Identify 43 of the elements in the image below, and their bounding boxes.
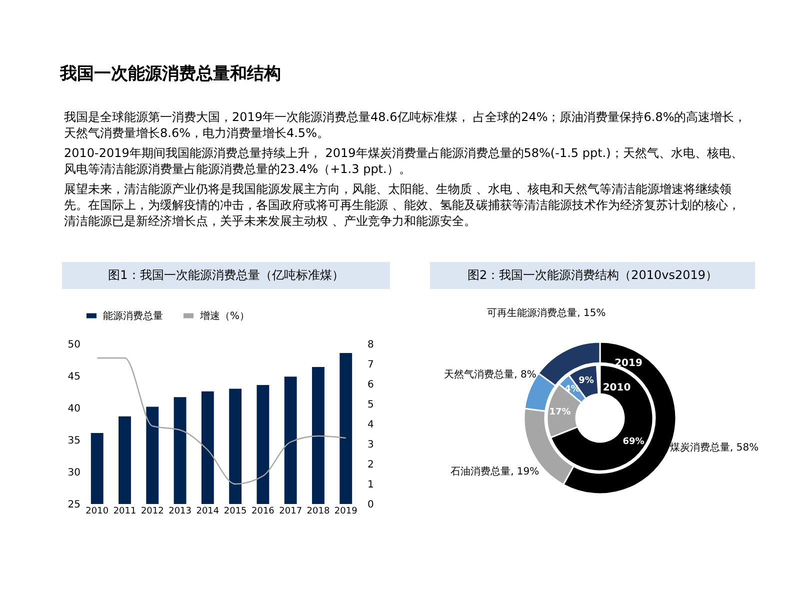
x-tick-label: 2014 <box>196 506 220 516</box>
y-tick-label: 50 <box>68 340 80 350</box>
slice-label: 2019 <box>614 358 642 370</box>
legend-label: 能源消费总量 <box>103 310 163 322</box>
y-tick-label: 30 <box>68 468 80 478</box>
y-tick-label: 45 <box>68 372 80 382</box>
slice-label: 天然气消费总量, 8% <box>444 368 536 381</box>
legend-label: 增速（%） <box>199 310 250 322</box>
y2-tick-label: 6 <box>368 380 374 390</box>
y2-tick-label: 0 <box>368 500 374 510</box>
y-tick-label: 35 <box>68 436 80 446</box>
y2-tick-label: 2 <box>368 460 374 470</box>
line-series <box>96 357 346 485</box>
text: 展望未来，清洁能源产业仍将是我国能源发展主方向，风能、太阳能、生物质 、水电 、核电和天然气等清洁能源增速将继续领先。在国际上，为缓解疫情的冲击，各国政府或将可再生能源 、能效、氢能及碳捕获等清洁能源技术作为经济复苏计划的核心，清洁能源已是新经济增长点，关乎未来发展主动权 、产业竞争力和能源安全。 <box>64 181 741 229</box>
x-tick-label: 2010 <box>86 506 109 516</box>
y2-tick-label: 1 <box>368 480 374 490</box>
y2-tick-label: 8 <box>368 340 374 350</box>
chart-title: 图1：我国一次能源消费总量（亿吨标准煤） <box>62 262 390 289</box>
data-label: 17% <box>549 408 571 418</box>
slice-label: 2010 <box>602 382 631 394</box>
data-label: 69% <box>622 436 644 447</box>
x-tick-label: 2012 <box>140 506 164 516</box>
x-tick-label: 2018 <box>306 506 330 516</box>
slice-label: 石油消费总量, 19% <box>450 466 540 478</box>
x-tick-label: 2015 <box>224 506 247 516</box>
x-tick-label: 2013 <box>168 506 192 516</box>
y-tick-label: 25 <box>68 500 80 510</box>
data-label: 9% <box>578 376 594 386</box>
x-tick-label: 2011 <box>113 506 136 516</box>
y-tick-label: 40 <box>68 404 80 414</box>
x-tick-label: 2016 <box>252 506 275 516</box>
text: 我国是全球能源第一消费大国，2019年一次能源消费总量48.6亿吨标准煤， 占全球的24%；原油消费量保持6.8%的高速增长，天然气消费量增长8.6%，电力消费量增长4.5%。 <box>64 109 748 141</box>
text: 2010-2019年期间我国能源消费总量持续上升， 2019年煤炭消费量占能源消费总量的58%(-1.5 ppt.)；天然气、水电、核电、风电等清洁能源消费量占能源消费总量的23.4%（+1.3 ppt.）。 <box>64 145 744 177</box>
slice-label: 可再生能源消费总量, 15% <box>487 306 606 319</box>
y2-tick-label: 4 <box>368 420 374 430</box>
slice-label: 煤炭消费总量, 58% <box>670 441 759 454</box>
x-tick-label: 2017 <box>279 506 302 516</box>
x-tick-label: 2019 <box>334 506 358 516</box>
y2-tick-label: 3 <box>368 440 374 450</box>
y2-tick-label: 7 <box>368 360 374 370</box>
chart-title: 图2：我国一次能源消费结构（2010vs2019） <box>430 262 755 289</box>
y2-tick-label: 5 <box>368 400 374 410</box>
text: 我国一次能源消费总量和结构 <box>60 63 282 85</box>
